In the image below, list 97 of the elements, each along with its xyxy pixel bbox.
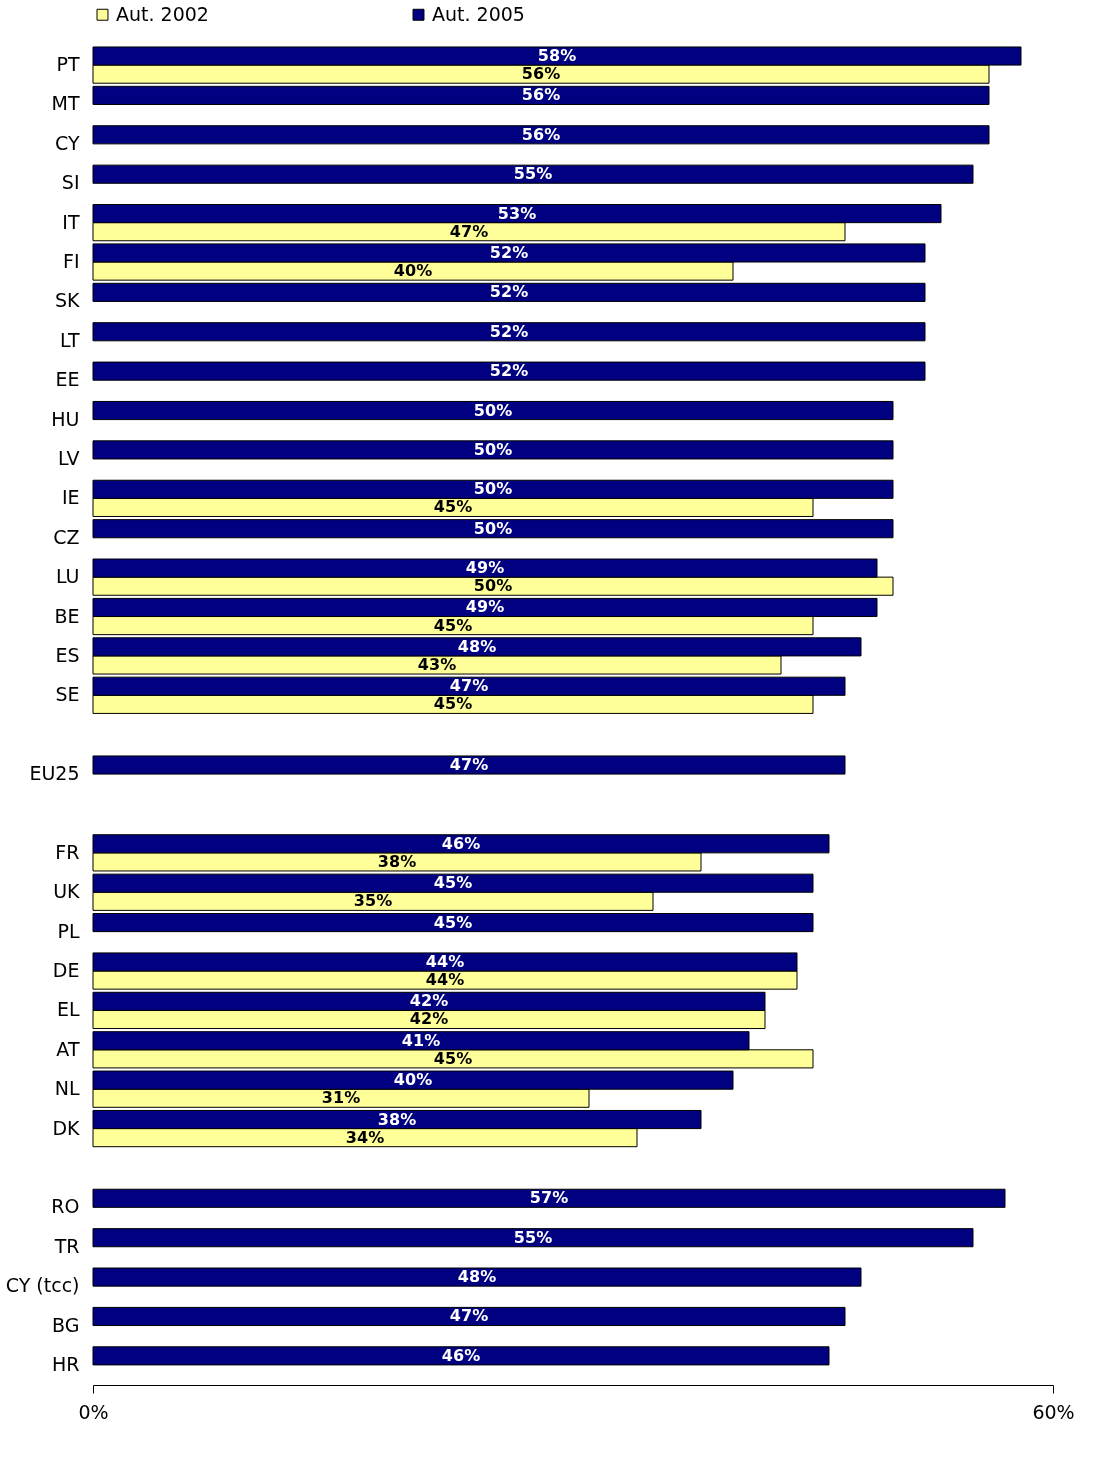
data-label: 50%: [473, 439, 513, 459]
y-tick-label: DE: [52, 959, 80, 982]
data-label: 44%: [425, 970, 465, 990]
y-tick-label: HU: [51, 407, 80, 430]
y-tick-label: IE: [61, 486, 80, 509]
data-label: 49%: [465, 597, 505, 617]
y-tick-label: SI: [61, 171, 80, 194]
y-tick-label: LT: [59, 328, 80, 351]
y-tick-label: CZ: [53, 525, 80, 548]
data-label: 34%: [345, 1127, 385, 1147]
y-tick-label: SE: [55, 683, 80, 706]
data-label: 47%: [449, 676, 489, 696]
data-label: 45%: [433, 873, 473, 893]
data-label: 46%: [441, 1345, 481, 1365]
y-tick-label: LU: [55, 565, 80, 588]
data-label: 49%: [465, 558, 505, 578]
bar: [92, 755, 846, 775]
data-label: 48%: [457, 1267, 497, 1287]
y-tick-label: CY (tcc): [5, 1274, 80, 1297]
legend-label: Aut. 2005: [432, 2, 525, 25]
data-label: 56%: [521, 85, 561, 105]
data-label: 50%: [473, 400, 513, 420]
data-label: 45%: [433, 912, 473, 932]
data-label: 42%: [409, 991, 449, 1011]
data-label: 52%: [489, 242, 529, 262]
data-label: 40%: [393, 1070, 433, 1090]
data-label: 52%: [489, 361, 529, 381]
y-tick-label: PT: [56, 53, 80, 76]
data-label: 45%: [433, 1048, 473, 1068]
data-label: 47%: [449, 221, 489, 241]
bar: [92, 322, 926, 342]
y-tick-label: NL: [54, 1077, 80, 1100]
data-label: 55%: [513, 1227, 553, 1247]
data-label: 53%: [497, 203, 537, 223]
data-label: 38%: [377, 1109, 417, 1129]
y-tick-label: SK: [54, 289, 81, 312]
y-tick-label: FI: [62, 250, 80, 273]
data-label: 35%: [353, 891, 393, 911]
data-label: 56%: [521, 124, 561, 144]
data-label: 50%: [473, 576, 513, 596]
bar: [92, 85, 990, 105]
y-tick-label: UK: [53, 880, 81, 903]
data-label: 45%: [433, 615, 473, 635]
y-tick-label: RO: [51, 1195, 80, 1218]
data-label: 55%: [513, 164, 553, 184]
data-label: 46%: [441, 833, 481, 853]
y-tick-label: TR: [53, 1234, 80, 1257]
y-tick-label: MT: [51, 92, 80, 115]
x-tick-label: 0%: [78, 1400, 109, 1423]
y-tick-label: BG: [52, 1313, 80, 1336]
data-label: 47%: [449, 755, 489, 775]
bar: [92, 1188, 1006, 1208]
bar: [92, 361, 926, 381]
bar: [92, 164, 974, 184]
y-tick-label: DK: [52, 1116, 81, 1139]
data-label: 43%: [417, 654, 457, 674]
data-label: 38%: [377, 851, 417, 871]
data-label: 41%: [401, 1030, 441, 1050]
y-tick-label: BE: [54, 604, 80, 627]
bar: [92, 519, 894, 539]
legend-label: Aut. 2002: [116, 2, 209, 25]
bar: [92, 400, 894, 421]
bar: [92, 1228, 974, 1248]
bar: [92, 1346, 830, 1366]
data-label: 57%: [529, 1188, 569, 1208]
y-tick-label: FR: [55, 840, 80, 863]
data-label: 50%: [473, 518, 513, 538]
bar: [92, 913, 814, 933]
data-label: 56%: [521, 64, 561, 84]
y-tick-label: EE: [55, 368, 80, 391]
data-label: 52%: [489, 321, 529, 341]
data-label: 50%: [473, 479, 513, 499]
bar: [92, 282, 926, 302]
data-label: 45%: [433, 694, 473, 714]
data-label: 52%: [489, 282, 529, 302]
data-label: 44%: [425, 951, 465, 971]
y-tick-label: ES: [55, 643, 80, 666]
y-tick-label: EL: [56, 998, 80, 1021]
data-label: 42%: [409, 1009, 449, 1029]
y-tick-label: CY: [54, 131, 80, 154]
y-tick-label: IT: [62, 210, 80, 233]
data-label: 47%: [449, 1306, 489, 1326]
y-tick-label: PL: [57, 919, 80, 942]
data-label: 45%: [433, 497, 473, 517]
data-label: 31%: [321, 1088, 361, 1108]
data-label: 40%: [393, 261, 433, 281]
bar: [92, 1306, 846, 1327]
data-label: 58%: [537, 46, 577, 66]
bar: [92, 440, 894, 460]
data-label: 48%: [457, 636, 497, 656]
y-tick-label: LV: [58, 446, 80, 469]
y-tick-label: AT: [56, 1037, 80, 1060]
y-tick-label: HR: [52, 1352, 80, 1375]
bar: [92, 125, 990, 145]
y-tick-label: EU25: [29, 762, 80, 785]
x-tick-label: 60%: [1032, 1400, 1075, 1423]
bar: [92, 1267, 862, 1287]
